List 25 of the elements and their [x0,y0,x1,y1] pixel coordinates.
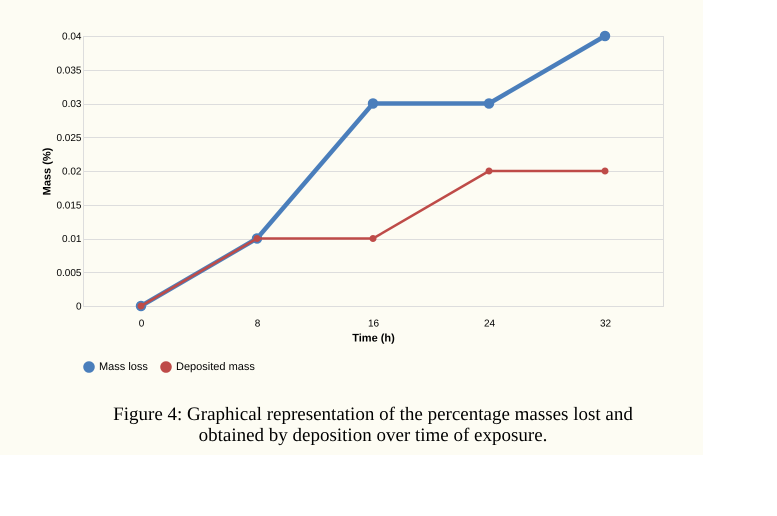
point [600,30,610,42]
y-tick-label: 0.025 [56,132,82,144]
y-tick-label: 0.02 [62,166,82,178]
point [484,98,494,109]
legend-label: Mass loss [99,361,148,373]
y-tick-label: 0 [76,302,82,312]
y-tick-label: 0.03 [62,99,82,110]
caption: Figure 4: Graphical representation of the percentage masses lost and obtained by deposition over time of exposure. [113,404,634,446]
legend-label: Deposited mass [176,361,256,373]
point [369,234,377,242]
y-tick-label: 0.005 [56,268,82,279]
x-tick-label: 16 [368,318,380,330]
y-axis-title: Mass (%) [41,147,54,196]
x-tick-label: 8 [254,318,261,330]
x-tick-label: 24 [484,318,496,330]
y-tick-label: 0.015 [56,200,82,212]
y-tick-label: 0.035 [56,65,82,76]
point [368,98,378,109]
point [485,167,493,175]
y-tick-label: 0.04 [62,32,82,42]
x-tick-label: 32 [600,318,612,330]
x-tick-label: 0 [138,318,145,330]
y-tick-label: 0.01 [62,234,82,245]
x-axis-title: Time (h) [352,332,396,344]
point [601,167,609,175]
